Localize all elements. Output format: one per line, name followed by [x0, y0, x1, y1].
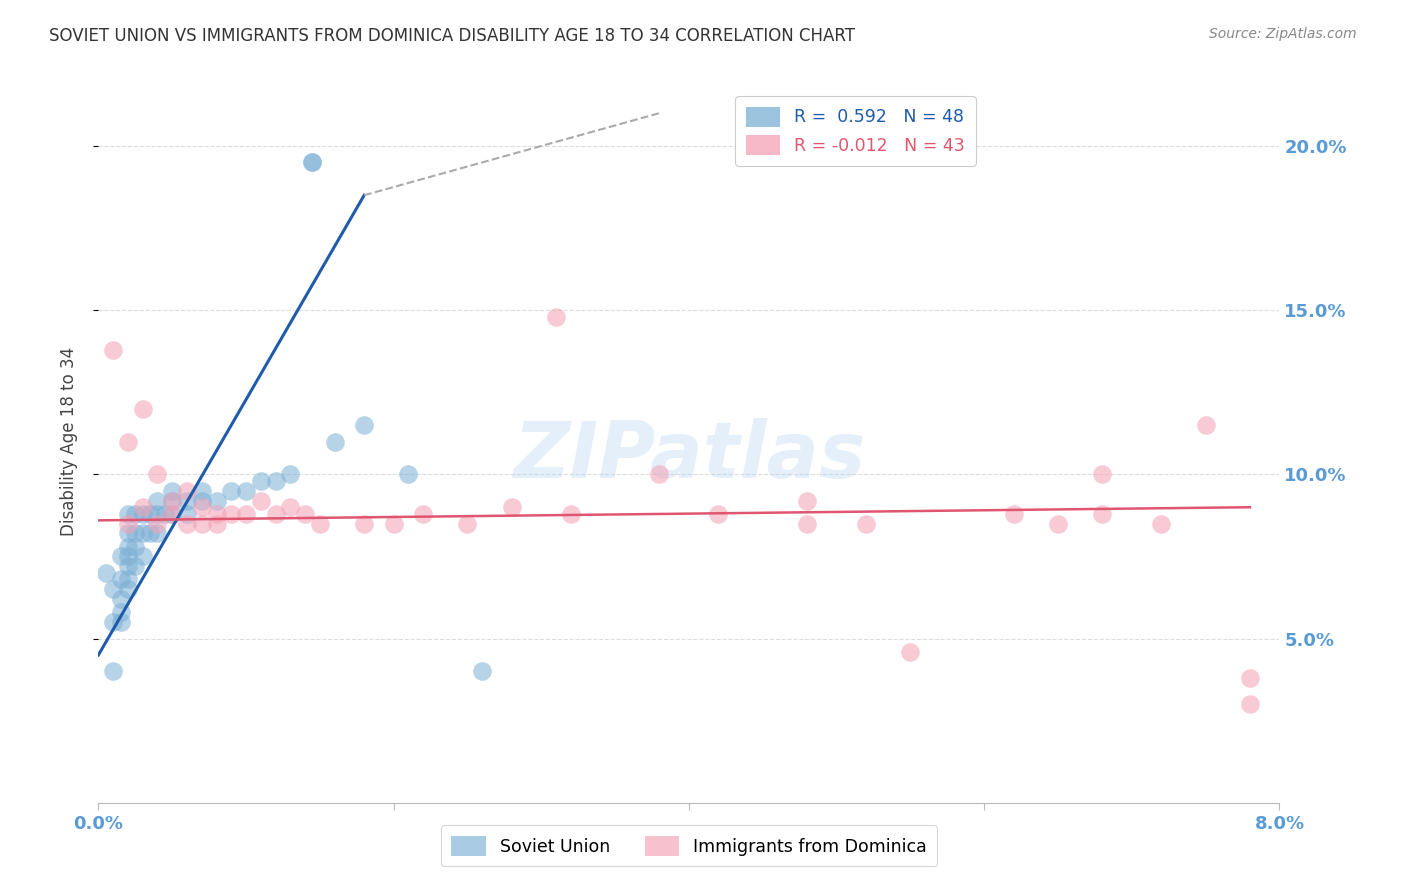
Point — [294, 507, 316, 521]
Point — [176, 483, 198, 498]
Point — [796, 516, 818, 531]
Point — [146, 526, 169, 541]
Point — [191, 493, 214, 508]
Point — [132, 549, 155, 564]
Point — [560, 507, 582, 521]
Point — [205, 493, 228, 508]
Point — [132, 507, 155, 521]
Point — [398, 467, 420, 482]
Point — [309, 516, 332, 531]
Point — [117, 516, 139, 531]
Text: Source: ZipAtlas.com: Source: ZipAtlas.com — [1209, 27, 1357, 41]
Point — [353, 516, 375, 531]
Point — [124, 526, 146, 541]
Point — [353, 418, 375, 433]
Point — [501, 500, 523, 515]
Point — [1195, 418, 1218, 433]
Point — [162, 507, 183, 521]
Point — [1091, 507, 1114, 521]
Point — [162, 493, 183, 508]
Point — [1091, 467, 1114, 482]
Point — [796, 493, 818, 508]
Point — [117, 507, 139, 521]
Point — [301, 155, 323, 169]
Point — [124, 507, 146, 521]
Point — [546, 310, 568, 324]
Point — [132, 526, 155, 541]
Point — [176, 493, 198, 508]
Point — [250, 474, 273, 488]
Point — [117, 573, 139, 587]
Point — [103, 665, 125, 679]
Y-axis label: Disability Age 18 to 34: Disability Age 18 to 34 — [59, 347, 77, 536]
Point — [117, 526, 139, 541]
Point — [124, 540, 146, 554]
Point — [110, 592, 132, 607]
Point — [176, 507, 198, 521]
Text: SOVIET UNION VS IMMIGRANTS FROM DOMINICA DISABILITY AGE 18 TO 34 CORRELATION CHA: SOVIET UNION VS IMMIGRANTS FROM DOMINICA… — [49, 27, 855, 45]
Point — [110, 615, 132, 630]
Point — [146, 516, 169, 531]
Point — [264, 507, 287, 521]
Point — [1150, 516, 1173, 531]
Point — [280, 467, 302, 482]
Point — [110, 573, 132, 587]
Point — [132, 401, 155, 416]
Point — [1046, 516, 1070, 531]
Point — [855, 516, 877, 531]
Point — [132, 500, 155, 515]
Point — [94, 566, 117, 580]
Legend: Soviet Union, Immigrants from Dominica: Soviet Union, Immigrants from Dominica — [440, 825, 938, 866]
Point — [1239, 698, 1261, 712]
Point — [162, 483, 183, 498]
Point — [648, 467, 671, 482]
Point — [139, 526, 162, 541]
Point — [176, 516, 198, 531]
Point — [412, 507, 434, 521]
Point — [1002, 507, 1025, 521]
Point — [117, 582, 139, 597]
Point — [235, 483, 257, 498]
Point — [382, 516, 405, 531]
Point — [146, 467, 169, 482]
Point — [191, 516, 214, 531]
Point — [103, 615, 125, 630]
Point — [162, 493, 183, 508]
Point — [146, 493, 169, 508]
Point — [1239, 671, 1261, 685]
Point — [900, 645, 922, 659]
Point — [250, 493, 273, 508]
Point — [162, 507, 183, 521]
Point — [264, 474, 287, 488]
Point — [110, 605, 132, 619]
Point — [110, 549, 132, 564]
Point — [139, 507, 162, 521]
Point — [153, 507, 176, 521]
Point — [117, 434, 139, 449]
Point — [191, 500, 214, 515]
Point — [707, 507, 730, 521]
Point — [457, 516, 479, 531]
Point — [124, 559, 146, 574]
Point — [103, 343, 125, 357]
Point — [301, 155, 323, 169]
Point — [235, 507, 257, 521]
Point — [117, 549, 139, 564]
Point — [117, 559, 139, 574]
Point — [221, 507, 243, 521]
Point — [280, 500, 302, 515]
Point — [103, 582, 125, 597]
Point — [205, 507, 228, 521]
Point — [323, 434, 346, 449]
Point — [146, 507, 169, 521]
Point — [221, 483, 243, 498]
Point — [191, 483, 214, 498]
Text: ZIPatlas: ZIPatlas — [513, 418, 865, 494]
Point — [205, 516, 228, 531]
Point — [471, 665, 494, 679]
Point — [117, 540, 139, 554]
